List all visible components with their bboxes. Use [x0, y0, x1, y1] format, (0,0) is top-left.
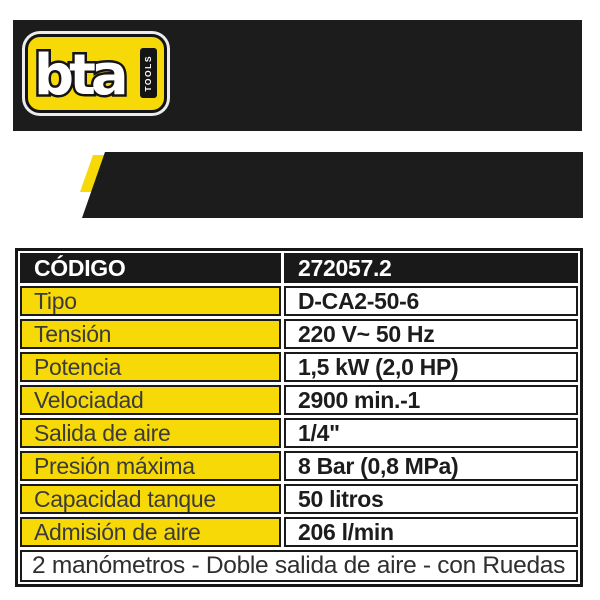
table-row: Velociadad 2900 min.-1 — [20, 385, 578, 415]
spec-label: Presión máxima — [20, 451, 281, 481]
title-black-shape — [82, 152, 583, 218]
table-row: Tensión 220 V~ 50 Hz — [20, 319, 578, 349]
spec-value: 1,5 kW (2,0 HP) — [284, 352, 578, 382]
brand-banner: bta TOOLS — [13, 20, 582, 131]
spec-label: Potencia — [20, 352, 281, 382]
table-row: Capacidad tanque 50 litros — [20, 484, 578, 514]
code-label: CÓDIGO — [20, 253, 281, 283]
spec-label: Salida de aire — [20, 418, 281, 448]
features-text: 2 manómetros - Doble salida de aire - co… — [20, 550, 578, 582]
table-row: Potencia 1,5 kW (2,0 HP) — [20, 352, 578, 382]
table-row: Presión máxima 8 Bar (0,8 MPa) — [20, 451, 578, 481]
spec-value: 2900 min.-1 — [284, 385, 578, 415]
spec-value: 8 Bar (0,8 MPa) — [284, 451, 578, 481]
title-ribbon-graphic — [80, 152, 583, 218]
spec-label: Tipo — [20, 286, 281, 316]
spec-value: 1/4" — [284, 418, 578, 448]
spec-value: 220 V~ 50 Hz — [284, 319, 578, 349]
spec-value: 206 l/min — [284, 517, 578, 547]
table-footer-row: 2 manómetros - Doble salida de aire - co… — [20, 550, 578, 582]
spec-label: Velociadad — [20, 385, 281, 415]
table-row: Admisión de aire 206 l/min — [20, 517, 578, 547]
tools-badge-label: TOOLS — [143, 54, 154, 92]
spec-label: Capacidad tanque — [20, 484, 281, 514]
spec-label: Tensión — [20, 319, 281, 349]
table-row: Tipo D-CA2-50-6 — [20, 286, 578, 316]
spec-value: D-CA2-50-6 — [284, 286, 578, 316]
title-ribbon: Compresor de Aire - Mando Directo Monofá… — [0, 148, 600, 365]
tools-badge: TOOLS — [140, 48, 157, 98]
spec-value: 50 litros — [284, 484, 578, 514]
code-value: 272057.2 — [284, 253, 578, 283]
bta-logo: bta TOOLS — [25, 34, 167, 113]
bta-logo-text: bta — [34, 43, 125, 107]
spec-table: CÓDIGO 272057.2 Tipo D-CA2-50-6 Tensión … — [15, 248, 583, 587]
bta-logo-text-graphic: bta — [32, 41, 132, 107]
spec-label: Admisión de aire — [20, 517, 281, 547]
table-row: Salida de aire 1/4" — [20, 418, 578, 448]
table-header-row: CÓDIGO 272057.2 — [20, 253, 578, 283]
